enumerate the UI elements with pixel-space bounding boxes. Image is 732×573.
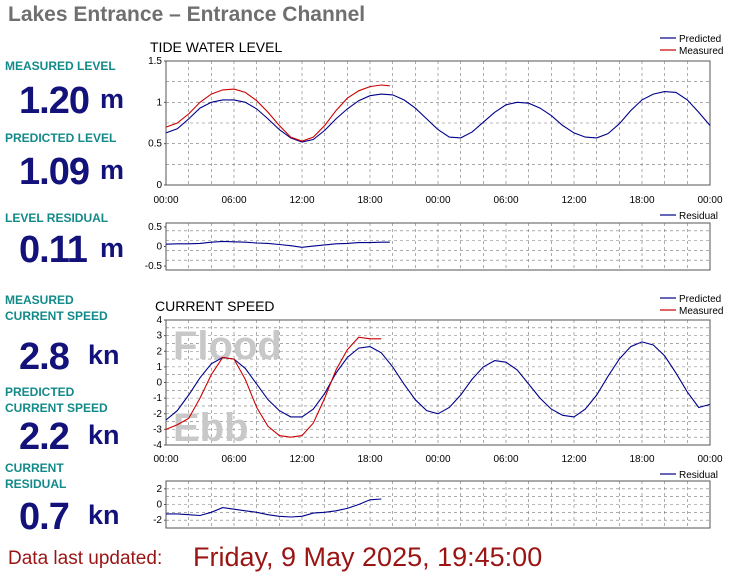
tide-x-tick-label: 00:00: [697, 195, 722, 206]
current_residual-y-tick-label: 0: [156, 500, 162, 511]
current-x-tick-label: 00:00: [697, 454, 722, 465]
predicted-current-label-line1: PREDICTED: [5, 385, 75, 399]
current-y-tick-label: -2: [153, 409, 162, 420]
current-annotation-ebb: Ebb: [173, 406, 249, 450]
current_residual-y-tick-label: 2: [156, 484, 162, 495]
current-x-tick-label: 00:00: [425, 454, 450, 465]
current_residual-y-tick-label: -2: [153, 515, 162, 526]
current-y-tick-label: 2: [156, 346, 162, 357]
measured-current-value: 2.8: [19, 336, 70, 378]
tide_residual-y-tick-label: -0.5: [145, 261, 163, 272]
current-y-tick-label: 1: [156, 362, 162, 373]
current-y-tick-label: -4: [153, 440, 162, 451]
measured-current-label: MEASURED CURRENT SPEED: [5, 292, 108, 324]
measured-current-label-line2: CURRENT SPEED: [5, 309, 108, 323]
current-x-tick-label: 06:00: [493, 454, 518, 465]
tide-legend-label-measured: Measured: [679, 46, 723, 57]
last-updated-value: Friday, 9 May 2025, 19:45:00: [193, 542, 543, 572]
current-x-tick-label: 18:00: [629, 454, 654, 465]
current-y-tick-label: -3: [153, 424, 162, 435]
tide-series-predicted: [165, 91, 711, 143]
tide-x-tick-label: 18:00: [629, 195, 654, 206]
current-series-predicted: [165, 341, 711, 421]
tide-y-tick-label: 0.5: [148, 139, 162, 150]
current-x-tick-label: 00:00: [153, 454, 178, 465]
current-x-tick-label: 06:00: [221, 454, 246, 465]
current-residual-value: 0.7: [19, 496, 70, 538]
tide-x-tick-label: 12:00: [289, 195, 314, 206]
current-y-tick-label: 0: [156, 378, 162, 389]
tide_residual-y-tick-label: 0.5: [148, 222, 162, 233]
tide-x-tick-label: 06:00: [493, 195, 518, 206]
current-residual-label-line1: CURRENT: [5, 461, 64, 475]
tide_residual-legend-label-residual: Residual: [679, 211, 718, 222]
tide-series-measured: [165, 84, 390, 142]
current-y-tick-label: 3: [156, 331, 162, 342]
current-x-tick-label: 18:00: [357, 454, 382, 465]
tide-y-tick-label: 1.5: [148, 56, 162, 67]
current_residual-legend-label-residual: Residual: [679, 470, 718, 481]
page-title: Lakes Entrance – Entrance Channel: [8, 3, 366, 26]
measured-level-unit: m: [100, 84, 125, 114]
predicted-level-unit: m: [100, 155, 125, 185]
level-residual-unit: m: [100, 233, 125, 263]
tide-legend-label-predicted: Predicted: [679, 34, 721, 45]
tide-y-tick-label: 0: [156, 180, 162, 191]
current-series-measured: [165, 336, 382, 438]
measured-current-label-line1: MEASURED: [5, 293, 74, 307]
current-y-tick-label: -1: [153, 393, 162, 404]
tide_residual-y-tick-label: 0: [156, 242, 162, 253]
predicted-level-value: 1.09: [19, 151, 90, 193]
current-residual-unit: kn: [88, 500, 120, 530]
current_residual-series-residual: [166, 498, 382, 518]
level-residual-label: LEVEL RESIDUAL: [5, 211, 109, 225]
measured-level-label: MEASURED LEVEL: [5, 59, 116, 73]
current-x-tick-label: 12:00: [561, 454, 586, 465]
current-x-tick-label: 12:00: [289, 454, 314, 465]
current-legend-label-predicted: Predicted: [679, 294, 721, 305]
tide_residual-series-residual: [165, 240, 390, 248]
predicted-level-label: PREDICTED LEVEL: [5, 131, 117, 145]
tide-y-tick-label: 1: [156, 97, 162, 108]
tide-x-tick-label: 06:00: [221, 195, 246, 206]
measured-current-unit: kn: [88, 340, 120, 370]
predicted-current-label: PREDICTED CURRENT SPEED: [5, 384, 108, 416]
tide-chart-title: TIDE WATER LEVEL: [150, 39, 282, 55]
tide-x-tick-label: 00:00: [153, 195, 178, 206]
level-residual-value: 0.11: [19, 229, 88, 271]
predicted-current-value: 2.2: [19, 416, 70, 458]
predicted-current-unit: kn: [88, 420, 120, 450]
last-updated-label: Data last updated:: [8, 548, 163, 569]
tide-x-tick-label: 18:00: [357, 195, 382, 206]
current-annotation-flood: Flood: [173, 324, 282, 368]
tide-x-tick-label: 00:00: [425, 195, 450, 206]
current-residual-label: CURRENT RESIDUAL: [5, 460, 66, 492]
measured-level-value: 1.20: [19, 80, 90, 122]
current-y-tick-label: 4: [156, 315, 162, 326]
predicted-current-label-line2: CURRENT SPEED: [5, 401, 108, 415]
current-chart-title: CURRENT SPEED: [155, 298, 275, 314]
current-legend-label-measured: Measured: [679, 306, 723, 317]
current-residual-label-line2: RESIDUAL: [5, 477, 67, 491]
tide-x-tick-label: 12:00: [561, 195, 586, 206]
